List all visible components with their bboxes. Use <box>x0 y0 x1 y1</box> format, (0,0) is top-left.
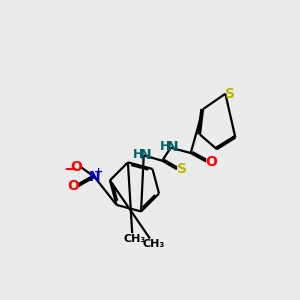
Text: +: + <box>94 167 103 177</box>
Text: −: − <box>63 159 77 177</box>
Text: H: H <box>160 140 170 153</box>
Text: N: N <box>88 170 100 184</box>
Text: CH₃: CH₃ <box>142 239 165 249</box>
Text: O: O <box>70 160 82 174</box>
Text: N: N <box>167 140 178 154</box>
Text: H: H <box>133 148 143 161</box>
Text: CH₃: CH₃ <box>123 233 146 244</box>
Text: O: O <box>206 154 218 169</box>
Text: S: S <box>177 162 187 176</box>
Text: N: N <box>140 148 151 162</box>
Text: S: S <box>225 87 235 101</box>
Text: O: O <box>67 179 79 193</box>
